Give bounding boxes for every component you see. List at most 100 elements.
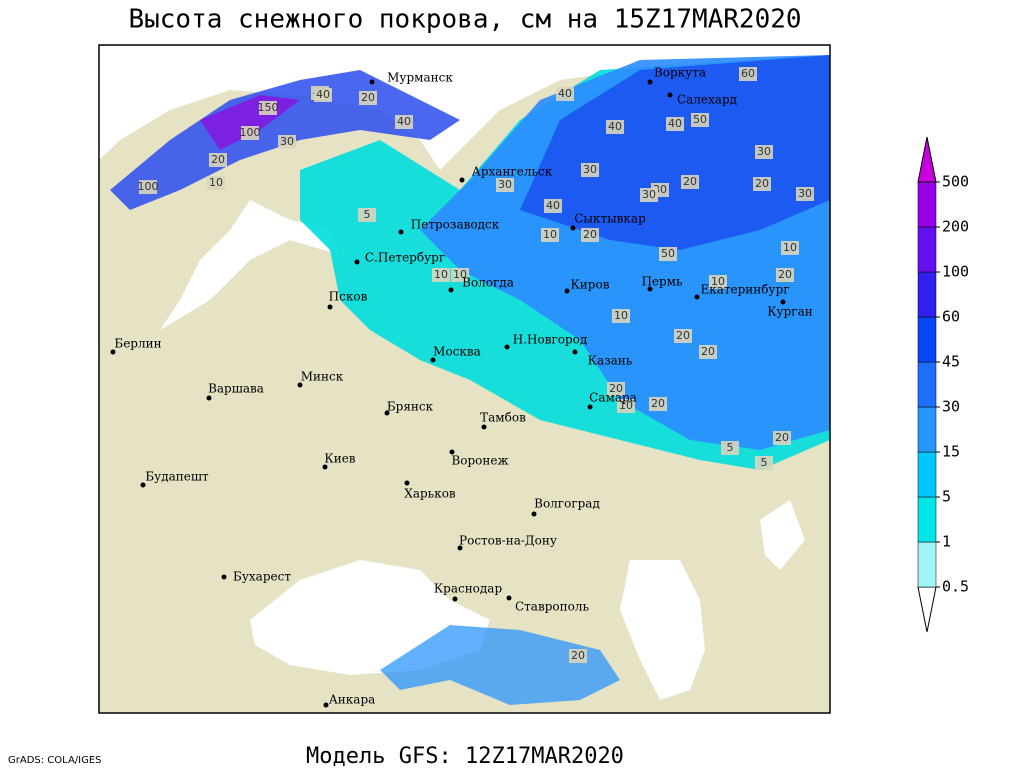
city-dot xyxy=(481,424,487,430)
contour-label: 10 xyxy=(614,309,628,322)
contour-label: 150 xyxy=(258,101,279,114)
contour-label-bg xyxy=(640,188,658,202)
city-dot xyxy=(506,595,512,601)
city-label: Будапешт xyxy=(145,470,209,484)
city-label: Курган xyxy=(767,305,812,319)
contour-label: 10 xyxy=(711,275,725,288)
city-label: Псков xyxy=(329,290,368,304)
contour-label: 20 xyxy=(683,175,697,188)
city-label: Краснодар xyxy=(434,582,503,596)
contour-label: 30 xyxy=(498,178,512,191)
colorbar-label: 0.5 xyxy=(942,578,969,596)
contour-label-bg xyxy=(359,91,377,105)
city-dot xyxy=(430,357,436,363)
city-label: Архангельск xyxy=(472,165,553,179)
colorbar-box xyxy=(917,181,937,228)
contour-label-bg xyxy=(659,247,677,261)
city-dot xyxy=(570,225,576,231)
caspian-sea xyxy=(620,560,705,700)
contour-label: 30 xyxy=(798,187,812,200)
contour-label-bg xyxy=(556,87,574,101)
contour-label-bg xyxy=(432,268,450,282)
contour-label: 20 xyxy=(609,382,623,395)
contour-label: 20 xyxy=(211,153,225,166)
contour-label: 20 xyxy=(778,268,792,281)
city-label: Казань xyxy=(588,354,633,368)
contour-label: 20 xyxy=(775,431,789,444)
contour-label: 10 xyxy=(543,228,557,241)
contour-label-bg xyxy=(314,88,332,102)
contour-label-bg xyxy=(278,135,296,149)
contour-label-bg xyxy=(606,120,624,134)
city-label: Пермь xyxy=(641,275,683,289)
contour-label: 40 xyxy=(316,88,330,101)
contour-label-bg xyxy=(796,187,814,201)
contour-label-bg xyxy=(209,153,227,167)
city-label: Варшава xyxy=(208,382,264,396)
city-dot xyxy=(369,79,375,85)
city-dot xyxy=(404,480,410,486)
city-label: Ставрополь xyxy=(515,600,589,614)
colorbar-label: 5 xyxy=(942,488,951,506)
contour-label-bg xyxy=(739,67,757,81)
colorbar-label: 100 xyxy=(942,263,969,281)
city-dot xyxy=(564,288,570,294)
city-label: Петрозаводск xyxy=(411,218,500,232)
city-dot xyxy=(398,229,404,235)
city-dot xyxy=(384,410,390,416)
contour-label: 5 xyxy=(364,208,371,221)
city-label: Самара xyxy=(589,391,637,405)
city-label: Брянск xyxy=(387,400,434,414)
contour-label: 10 xyxy=(619,399,633,412)
colorbar-box xyxy=(917,271,937,318)
city-dot xyxy=(694,294,700,300)
contour-label-bg xyxy=(709,275,727,289)
colorbar-box xyxy=(917,361,937,408)
city-label: Бухарест xyxy=(233,570,291,584)
contour-label: 40 xyxy=(668,117,682,130)
city-dot xyxy=(572,349,578,355)
colorbar-label: 15 xyxy=(942,443,960,461)
city-dot xyxy=(504,344,510,350)
city-label: Анкара xyxy=(329,693,376,707)
city-dot xyxy=(297,382,303,388)
contour-label-bg xyxy=(207,176,225,190)
contour-label-bg xyxy=(666,117,684,131)
contour-label: 5 xyxy=(727,441,734,454)
city-dot xyxy=(531,511,537,517)
contour-label-bg xyxy=(753,177,771,191)
city-label: Екатеринбург xyxy=(700,283,789,297)
contour-label-bg xyxy=(674,329,692,343)
colorbar-label: 45 xyxy=(942,353,960,371)
contour-label: 40 xyxy=(397,115,411,128)
snow-deep xyxy=(520,55,830,250)
colorbar-box xyxy=(917,406,937,453)
contour-label-bg xyxy=(721,441,739,455)
contour-label: 100 xyxy=(138,180,159,193)
city-dot xyxy=(140,482,146,488)
contour-label: 20 xyxy=(651,397,665,410)
contour-label: 30 xyxy=(280,135,294,148)
contour-label: 30 xyxy=(642,188,656,201)
baltic-sea xyxy=(160,200,340,330)
contour-label-bg xyxy=(358,208,376,222)
contour-label-bg xyxy=(649,397,667,411)
city-label: Сыктывкар xyxy=(574,212,646,226)
city-label: Салехард xyxy=(677,93,737,107)
contour-label-bg xyxy=(699,345,717,359)
colorbar-label: 30 xyxy=(942,398,960,416)
contour-label-bg xyxy=(395,115,413,129)
contour-label-bg xyxy=(755,145,773,159)
city-label: Волгоград xyxy=(534,497,600,511)
contour-label: 40 xyxy=(608,120,622,133)
contour-label-bg xyxy=(612,309,630,323)
city-dot xyxy=(647,79,653,85)
contour-label-bg xyxy=(691,113,709,127)
contour-label-bg xyxy=(776,268,794,282)
contour-label: 10 xyxy=(209,176,223,189)
contour-label-bg xyxy=(241,126,259,140)
model-label: Модель GFS: 12Z17MAR2020 xyxy=(306,744,624,768)
contour-label-bg xyxy=(139,180,157,194)
